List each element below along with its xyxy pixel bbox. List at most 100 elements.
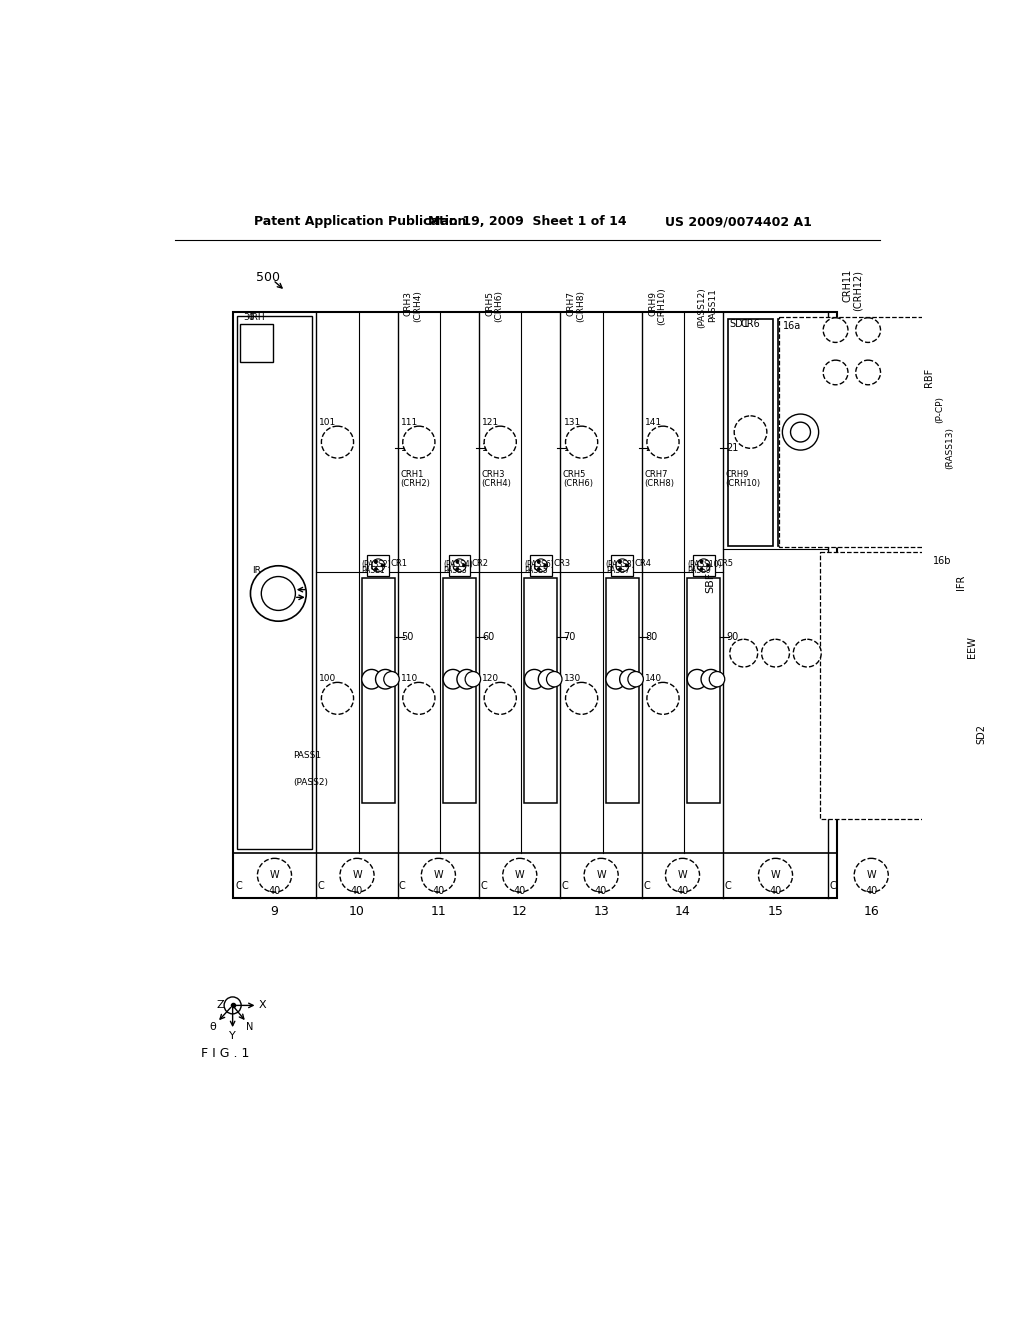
Circle shape xyxy=(456,560,459,564)
Text: N: N xyxy=(246,1022,253,1032)
Bar xyxy=(778,318,823,545)
Text: CR3: CR3 xyxy=(553,558,570,568)
Circle shape xyxy=(565,682,598,714)
Circle shape xyxy=(322,426,353,458)
Text: CRH7: CRH7 xyxy=(566,290,575,315)
Text: 40: 40 xyxy=(595,887,607,896)
Text: 10: 10 xyxy=(349,906,365,917)
Circle shape xyxy=(457,669,476,689)
Text: W: W xyxy=(515,870,524,880)
Text: 111: 111 xyxy=(400,418,418,426)
Text: (CRH4): (CRH4) xyxy=(414,290,422,322)
Text: X: X xyxy=(258,1001,266,1010)
Circle shape xyxy=(251,566,306,622)
Text: (PASS2): (PASS2) xyxy=(361,560,391,569)
Text: 21: 21 xyxy=(726,442,738,453)
Circle shape xyxy=(547,672,562,686)
Text: Mar. 19, 2009  Sheet 1 of 14: Mar. 19, 2009 Sheet 1 of 14 xyxy=(428,215,627,228)
Text: 50: 50 xyxy=(400,632,413,642)
Circle shape xyxy=(782,414,818,450)
Text: IRH: IRH xyxy=(250,313,265,322)
Text: CRH9: CRH9 xyxy=(648,290,657,315)
Circle shape xyxy=(443,669,463,689)
Text: C: C xyxy=(829,880,836,891)
Circle shape xyxy=(628,672,643,686)
Text: IR: IR xyxy=(252,566,261,576)
Circle shape xyxy=(538,560,541,564)
Text: EEW: EEW xyxy=(968,636,977,659)
Circle shape xyxy=(823,318,848,342)
Text: 19: 19 xyxy=(563,442,575,453)
Text: C: C xyxy=(480,880,487,891)
Text: Z: Z xyxy=(216,1001,224,1010)
Circle shape xyxy=(606,669,626,689)
Circle shape xyxy=(697,558,711,572)
Text: 16b: 16b xyxy=(933,556,951,566)
Bar xyxy=(820,552,962,818)
Circle shape xyxy=(823,360,848,385)
Circle shape xyxy=(453,558,466,572)
Circle shape xyxy=(710,672,725,686)
Text: 40: 40 xyxy=(769,887,781,896)
Text: (CRH12): (CRH12) xyxy=(852,271,862,312)
Text: 60: 60 xyxy=(482,632,495,642)
Circle shape xyxy=(322,682,353,714)
Text: 11: 11 xyxy=(430,906,446,917)
Bar xyxy=(779,317,934,546)
Text: 40: 40 xyxy=(351,887,364,896)
Text: PASS7: PASS7 xyxy=(606,566,630,576)
Text: CR4: CR4 xyxy=(635,558,651,568)
Circle shape xyxy=(257,858,292,892)
Text: US 2009/0074402 A1: US 2009/0074402 A1 xyxy=(665,215,812,228)
Text: CRH5: CRH5 xyxy=(485,290,495,315)
Text: CRH3: CRH3 xyxy=(403,290,413,315)
Circle shape xyxy=(361,669,382,689)
Circle shape xyxy=(544,564,547,566)
Text: C: C xyxy=(236,880,243,891)
Circle shape xyxy=(539,669,558,689)
Text: W: W xyxy=(771,870,780,880)
Bar xyxy=(232,313,838,898)
Text: RBF: RBF xyxy=(924,368,934,387)
Text: 101: 101 xyxy=(319,418,337,426)
Circle shape xyxy=(375,560,378,564)
Text: W: W xyxy=(352,870,361,880)
Text: Patent Application Publication: Patent Application Publication xyxy=(254,215,467,228)
Text: 130: 130 xyxy=(563,675,581,682)
Text: 90: 90 xyxy=(726,632,738,642)
Text: C: C xyxy=(643,880,650,891)
Circle shape xyxy=(462,564,466,566)
Circle shape xyxy=(402,682,435,714)
Text: 16: 16 xyxy=(863,906,879,917)
Circle shape xyxy=(538,568,541,570)
Text: 80: 80 xyxy=(645,632,657,642)
Text: 14: 14 xyxy=(675,906,690,917)
Text: 30: 30 xyxy=(244,313,255,322)
Text: 20: 20 xyxy=(645,442,657,453)
Text: CR2: CR2 xyxy=(472,558,488,568)
Circle shape xyxy=(701,669,721,689)
Circle shape xyxy=(856,360,881,385)
Text: (CRH6): (CRH6) xyxy=(563,479,593,488)
Circle shape xyxy=(381,564,384,566)
Text: 15: 15 xyxy=(768,906,783,917)
Circle shape xyxy=(762,639,790,667)
Circle shape xyxy=(700,560,703,564)
Circle shape xyxy=(734,416,767,449)
Text: (CRH2): (CRH2) xyxy=(400,479,430,488)
Circle shape xyxy=(618,568,622,570)
Text: W: W xyxy=(678,870,687,880)
Circle shape xyxy=(484,682,516,714)
Text: C: C xyxy=(399,880,406,891)
Text: W: W xyxy=(269,870,280,880)
Circle shape xyxy=(261,577,295,610)
Circle shape xyxy=(700,568,703,570)
Text: (CRH10): (CRH10) xyxy=(657,288,667,325)
Circle shape xyxy=(791,422,810,442)
Circle shape xyxy=(402,426,435,458)
Bar xyxy=(237,317,312,849)
Text: CRH9: CRH9 xyxy=(726,470,749,479)
Circle shape xyxy=(535,558,548,572)
Text: SBF: SBF xyxy=(706,572,716,593)
Text: θ: θ xyxy=(209,1022,216,1032)
